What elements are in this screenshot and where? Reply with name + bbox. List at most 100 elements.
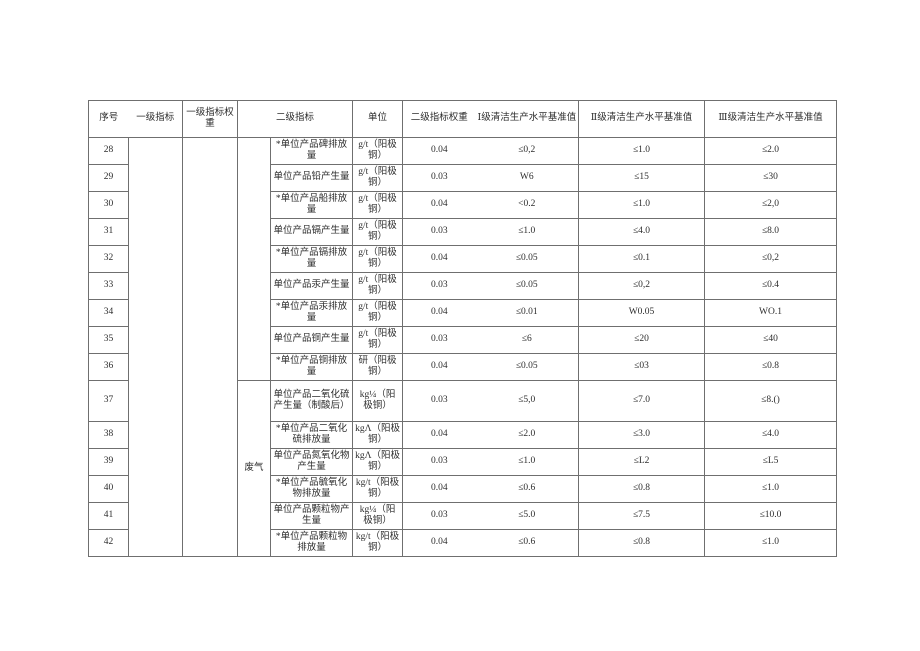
table-row: 35 单位产品铜产生量 g/t（阳极铜） 0.03 ≤6 ≤20 ≤40 bbox=[88, 326, 838, 354]
cell-unit: kgΛ（阳极铜） bbox=[352, 421, 404, 449]
cell-grade2-value: ≤15 bbox=[578, 164, 706, 192]
cell-grade1-value: ≤5.0 bbox=[475, 502, 580, 530]
cell-grade2-value: ≤3.0 bbox=[578, 421, 706, 449]
cell-weight: 0.04 bbox=[402, 529, 476, 557]
cell-weight: 0.04 bbox=[402, 245, 476, 273]
cell-grade2-value: ≤20 bbox=[578, 326, 706, 354]
cell-weight: 0.04 bbox=[402, 475, 476, 503]
cell-indicator: 单位产品镉产生量 bbox=[269, 218, 354, 246]
cell-grade3-value: ≤40 bbox=[704, 326, 838, 354]
cell-indicator: 单位产品铜产生量 bbox=[269, 326, 354, 354]
cell-grade3-value: WO.1 bbox=[704, 299, 838, 327]
cell-unit: g/t（阳极铜） bbox=[352, 191, 404, 219]
cell-serial: 35 bbox=[88, 326, 129, 354]
cell-indicator: *单位产品船排放量 bbox=[269, 191, 354, 219]
cell-unit: g/t（阳极铜） bbox=[352, 326, 404, 354]
cell-grade1-value: ≤0,2 bbox=[475, 137, 580, 165]
cell-serial: 42 bbox=[88, 529, 129, 557]
table-row: 28 *单位产品碑排放量 g/t（阳极铜） 0.04 ≤0,2 ≤1.0 ≤2.0 bbox=[88, 137, 838, 557]
cell-grade1-value: ≤0.6 bbox=[475, 529, 580, 557]
cell-indicator: 单位产品二氧化硫产生量（制酸后） bbox=[269, 380, 354, 422]
header-grade1: Ⅰ级清洁生产水平基准值 bbox=[475, 100, 580, 138]
cell-level1-weight bbox=[182, 137, 238, 557]
cell-grade1-value: ≤1.0 bbox=[475, 218, 580, 246]
cell-weight: 0.03 bbox=[402, 218, 476, 246]
cell-weight: 0.04 bbox=[402, 299, 476, 327]
cell-indicator: 单位产品铅产生量 bbox=[269, 164, 354, 192]
cell-weight: 0.04 bbox=[402, 353, 476, 381]
cell-grade3-value: ≤2.0 bbox=[704, 137, 838, 165]
cell-weight: 0.03 bbox=[402, 448, 476, 476]
cell-unit: kgΛ（阳极铜） bbox=[352, 448, 404, 476]
cell-serial: 38 bbox=[88, 421, 129, 449]
table-row: 29 单位产品铅产生量 g/t（阳极铜） 0.03 W6 ≤15 ≤30 bbox=[88, 164, 838, 192]
cell-grade2-value: ≤0.1 bbox=[578, 245, 706, 273]
cell-grade2-value: ≤7.0 bbox=[578, 380, 706, 422]
header-level2-weight: 二级指标权重 bbox=[402, 100, 476, 138]
cell-grade3-value: ≤10.0 bbox=[704, 502, 838, 530]
cell-unit: g/t（阳极铜） bbox=[352, 272, 404, 300]
table-row: 38 *单位产品二氧化硫排放量 kgΛ（阳极铜） 0.04 ≤2.0 ≤3.0 ≤4.0 bbox=[88, 421, 838, 449]
cell-indicator: *单位产品颗粒物排放量 bbox=[269, 529, 354, 557]
cell-grade1-value: ≤0.6 bbox=[475, 475, 580, 503]
cell-weight: 0.03 bbox=[402, 380, 476, 422]
cell-grade2-value: ≤03 bbox=[578, 353, 706, 381]
cell-grade1-value: ≤6 bbox=[475, 326, 580, 354]
table-row: 32 *单位产品镉排放量 g/t（阳极铜） 0.04 ≤0.05 ≤0.1 ≤0,2 bbox=[88, 245, 838, 273]
cell-category: 废气 bbox=[237, 380, 271, 557]
cell-grade2-value: W0.05 bbox=[578, 299, 706, 327]
cell-indicator: *单位产品汞排放量 bbox=[269, 299, 354, 327]
header-level2: 二级指标 bbox=[236, 100, 354, 138]
cell-weight: 0.03 bbox=[402, 164, 476, 192]
cell-serial: 36 bbox=[88, 353, 129, 381]
cell-unit: kg/t（阳极铜） bbox=[352, 475, 404, 503]
cell-serial: 39 bbox=[88, 448, 129, 476]
cell-indicator: 单位产品汞产生量 bbox=[269, 272, 354, 300]
header-unit: 单位 bbox=[352, 100, 404, 138]
cell-weight: 0.03 bbox=[402, 502, 476, 530]
header-row: 序号 一级指标 一级指标权重 二级指标 单位 二级指标权重 Ⅰ级清洁生产水平基准… bbox=[88, 100, 838, 138]
cell-weight: 0.04 bbox=[402, 421, 476, 449]
cell-grade1-value: W6 bbox=[475, 164, 580, 192]
cell-unit: kg¼（阳极铜） bbox=[352, 380, 404, 422]
cell-grade3-value: ≤0.8 bbox=[704, 353, 838, 381]
cell-indicator: *单位产品碑排放量 bbox=[269, 137, 354, 165]
cell-indicator: *单位产品镉排放量 bbox=[269, 245, 354, 273]
cell-grade2-value: ≤1.0 bbox=[578, 137, 706, 165]
cell-indicator: *单位产品毓氧化物排放量 bbox=[269, 475, 354, 503]
cell-unit: kg¼（阳极铜） bbox=[352, 502, 404, 530]
header-grade2: Ⅱ级清洁生产水平基准值 bbox=[578, 100, 706, 138]
cell-unit: g/t（阳极铜） bbox=[352, 218, 404, 246]
cell-grade3-value: ≤4.0 bbox=[704, 421, 838, 449]
cell-serial: 28 bbox=[88, 137, 129, 165]
header-serial: 序号 bbox=[88, 100, 129, 138]
cell-serial: 37 bbox=[88, 380, 129, 422]
cell-grade2-value: ≤4.0 bbox=[578, 218, 706, 246]
cell-category bbox=[237, 137, 271, 381]
cell-grade1-value: ≤0.01 bbox=[475, 299, 580, 327]
cell-grade2-value: ≤0.8 bbox=[578, 529, 706, 557]
cell-indicator: 单位产品颗粒物产生量 bbox=[269, 502, 354, 530]
table-row: 31 单位产品镉产生量 g/t（阳极铜） 0.03 ≤1.0 ≤4.0 ≤8.0 bbox=[88, 218, 838, 246]
cell-grade1-value: ≤5,0 bbox=[475, 380, 580, 422]
cell-grade3-value: ≤30 bbox=[704, 164, 838, 192]
cell-indicator: 单位产品氮氧化物产生量 bbox=[269, 448, 354, 476]
header-grade3: Ⅲ级清洁生产水平基准值 bbox=[704, 100, 838, 138]
cell-grade2-value: ≤7.5 bbox=[578, 502, 706, 530]
cell-grade1-value: ≤2.0 bbox=[475, 421, 580, 449]
cell-grade2-value: ≤0.8 bbox=[578, 475, 706, 503]
cell-indicator: *单位产品铜排放量 bbox=[269, 353, 354, 381]
cell-unit: g/t（阳极铜） bbox=[352, 137, 404, 165]
cell-weight: 0.04 bbox=[402, 191, 476, 219]
cell-serial: 41 bbox=[88, 502, 129, 530]
cell-grade3-value: ≤0,2 bbox=[704, 245, 838, 273]
table-row: 42 *单位产品颗粒物排放量 kg/t（阳极铜） 0.04 ≤0.6 ≤0.8 ≤1.0 bbox=[88, 529, 838, 557]
cell-weight: 0.03 bbox=[402, 326, 476, 354]
cell-serial: 34 bbox=[88, 299, 129, 327]
cell-weight: 0.04 bbox=[402, 137, 476, 165]
cell-unit: g/t（阳极铜） bbox=[352, 164, 404, 192]
cell-serial: 33 bbox=[88, 272, 129, 300]
table-row: 33 单位产品汞产生量 g/t（阳极铜） 0.03 ≤0.05 ≤0,2 ≤0.4 bbox=[88, 272, 838, 300]
cell-unit: g/t（阳极铜） bbox=[352, 299, 404, 327]
